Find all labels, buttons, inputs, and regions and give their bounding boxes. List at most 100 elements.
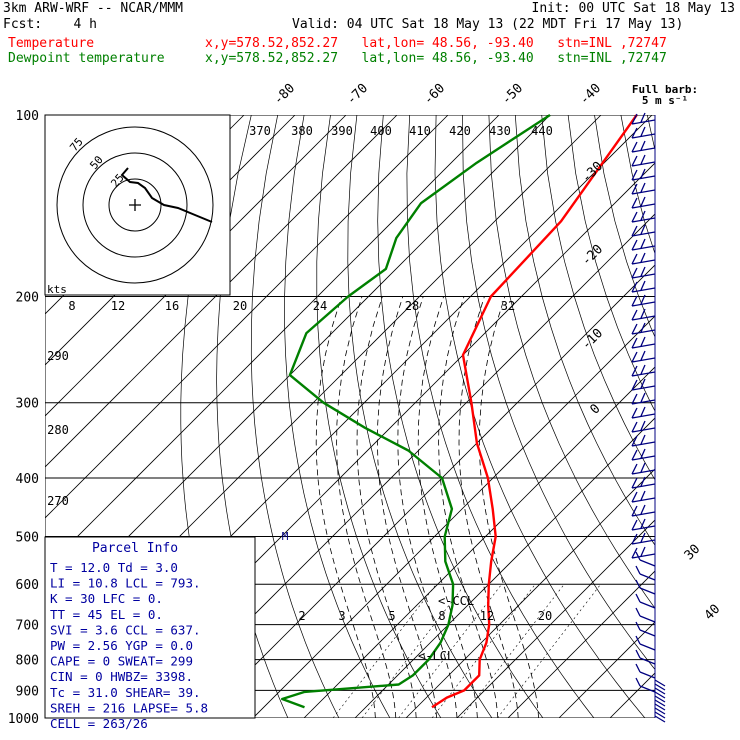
wind-barb xyxy=(631,196,656,209)
dry-adiabat xyxy=(726,115,740,718)
temperature-legend: Temperature xyxy=(8,36,95,51)
isotherm-label: -60 xyxy=(421,81,448,108)
wind-barb xyxy=(631,280,656,293)
pressure-tick-label: 400 xyxy=(16,472,39,487)
isentrope-label: 270 xyxy=(47,494,69,508)
wind-barb xyxy=(635,635,656,651)
isotherm-line xyxy=(609,672,655,718)
mixing-ratio-line xyxy=(431,584,536,718)
pressure-tick-label: 900 xyxy=(16,684,39,699)
barb-legend-value: 5 m s⁻¹ xyxy=(642,94,688,107)
isotherm-label: -40 xyxy=(577,81,604,108)
wind-barb xyxy=(635,677,656,693)
mixing-ratio-label: 24 xyxy=(313,299,327,313)
parcel-box-frame xyxy=(44,536,256,719)
pressure-tick-label: 100 xyxy=(16,109,39,124)
wind-barb xyxy=(631,112,656,125)
hodograph-trace xyxy=(120,167,213,223)
dry-adiabat xyxy=(250,115,340,718)
moist-adiabat xyxy=(336,296,397,718)
wind-barb xyxy=(631,364,656,377)
mixing-ratio-line xyxy=(332,584,437,718)
wind-barbs xyxy=(631,112,666,723)
isentrope-label: 400 xyxy=(370,124,392,138)
isentrope-label: 280 xyxy=(47,423,69,437)
parcel-info-row: PW = 2.56 YGP = 0.0 xyxy=(50,638,193,653)
mixing-ratio-label: 8 xyxy=(68,299,75,313)
moist-adiabat xyxy=(478,296,539,718)
wind-barb xyxy=(631,448,656,461)
wind-barb xyxy=(631,210,656,223)
mixing-ratio-line xyxy=(460,584,565,718)
wind-barb xyxy=(631,406,656,419)
isotherm-line xyxy=(45,115,398,468)
wind-barb xyxy=(654,695,666,703)
parcel-info-row: SREH = 216 LAPSE= 5.8 xyxy=(50,700,208,715)
isentrope-label: 290 xyxy=(47,349,69,363)
mixing-ratio-label: 32 xyxy=(501,299,515,313)
wind-barb xyxy=(631,350,656,363)
wind-barb xyxy=(631,154,656,167)
dry-adiabat xyxy=(347,115,493,718)
isotherm-line xyxy=(252,315,655,718)
wind-barb xyxy=(635,621,656,637)
hodograph-ring xyxy=(82,152,188,258)
parcel-info-box: Parcel Info T = 12.0 Td = 3.0LI = 10.8 LC… xyxy=(44,536,256,731)
isotherm-line xyxy=(456,519,655,718)
wind-barb xyxy=(631,238,656,251)
mixing-ratio-label: 28 xyxy=(405,299,419,313)
dry-adiabat xyxy=(316,115,442,718)
barb-legend-title: Full barb: xyxy=(632,83,698,96)
mixing-ratio-line xyxy=(497,584,601,718)
dewpoint-legend: Dewpoint temperature xyxy=(8,51,165,66)
isotherm-line xyxy=(303,366,655,718)
pressure-tick-label: 600 xyxy=(16,578,39,593)
mixing-ratio-label: 3 xyxy=(338,609,345,623)
dewpoint-profile xyxy=(281,113,551,709)
wind-barb xyxy=(654,687,666,695)
wind-barb xyxy=(631,434,656,447)
hodograph-center xyxy=(129,199,141,211)
mixing-ratio-label: 12 xyxy=(111,299,125,313)
wind-barb xyxy=(631,266,656,279)
wind-barb xyxy=(631,490,656,503)
mixing-ratio-label: 20 xyxy=(233,299,247,313)
wind-barb xyxy=(635,551,656,567)
mixing-ratio-line xyxy=(361,584,466,718)
dry-adiabat xyxy=(646,115,655,152)
wind-barb xyxy=(654,711,666,719)
mixing-ratio-label: 20 xyxy=(538,609,552,623)
dry-adiabat xyxy=(514,115,655,546)
wind-barb xyxy=(631,518,656,531)
series-layer xyxy=(281,113,638,709)
wind-barb xyxy=(635,663,656,679)
dewpoint-info: x,y=578.52,852.27 lat,lon= 48.56, -93.40… xyxy=(205,51,667,66)
isotherm-label: -50 xyxy=(499,81,526,108)
mixing-ratio-label: 8 xyxy=(438,609,445,623)
wind-barb xyxy=(631,546,656,559)
moist-adiabat xyxy=(315,296,376,718)
isotherm-line xyxy=(201,264,655,718)
pressure-tick-label: 700 xyxy=(16,619,39,634)
mixing-ratio-label: 5 xyxy=(388,609,395,623)
moist-adiabat xyxy=(438,296,499,718)
parcel-info-row: CELL = 263/26 xyxy=(50,716,148,731)
moist-adiabat xyxy=(376,296,437,718)
wind-barb xyxy=(631,476,656,489)
wind-barb xyxy=(631,126,656,139)
dry-adiabat xyxy=(377,115,544,718)
dry-adiabat xyxy=(541,115,655,481)
isotherm-label: -10 xyxy=(579,326,606,353)
wind-barb xyxy=(631,252,656,265)
mixing-ratio-line xyxy=(398,584,502,718)
isotherm-label: -20 xyxy=(579,242,606,269)
wind-barb xyxy=(654,703,666,711)
hodograph-ring xyxy=(56,126,214,284)
dry-adiabat xyxy=(284,115,391,718)
parcel-info-row: K = 30 LFC = 0. xyxy=(50,591,163,606)
moist-adiabat xyxy=(356,296,417,718)
init-time: Init: 00 UTC Sat 18 May 13 xyxy=(531,1,736,16)
valid-time: Valid: 04 UTC Sat 18 May 13 (22 MDT Fri … xyxy=(292,17,684,32)
wind-barb xyxy=(654,707,666,715)
